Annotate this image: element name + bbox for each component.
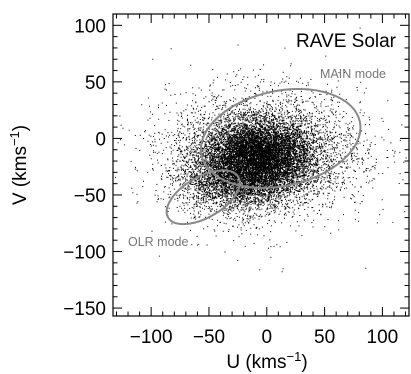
axis-ticks [113, 13, 409, 316]
y-axis-unit-exponent: −1 [7, 131, 22, 146]
x-tick-label: 0 [261, 327, 272, 348]
olr-mode-label: OLR mode [128, 235, 188, 249]
x-tick-label: 100 [367, 327, 399, 348]
x-tick-label: 50 [314, 327, 335, 348]
y-tick-label: −50 [74, 186, 106, 207]
x-axis-title-text: U (kms [226, 352, 286, 373]
x-tick-label: −50 [193, 327, 225, 348]
x-axis-title: U (kms−1) [226, 349, 307, 373]
mode-ellipses [165, 87, 362, 226]
x-axis-close-paren: ) [301, 352, 307, 373]
data-points [115, 27, 407, 273]
y-axis-title: V (kms−1) [7, 125, 31, 205]
point-cluster-0 [158, 84, 372, 221]
y-axis-title-text: V (kms [10, 146, 31, 205]
x-tick-label: −100 [130, 327, 173, 348]
x-axis-unit-exponent: −1 [287, 349, 302, 364]
olr-mode-ellipse [165, 169, 241, 226]
main-mode-label: MAIN mode [320, 67, 386, 81]
y-axis-close-paren: ) [10, 125, 31, 131]
point-cluster-2 [115, 27, 407, 248]
tick-labels: −100 −50 0 50 100 −150 −100 −50 0 50 100 [63, 16, 398, 348]
y-tick-label: 100 [74, 16, 106, 37]
y-tick-label: −100 [63, 243, 106, 264]
main-mode-ellipse [199, 87, 362, 189]
y-tick-label: −150 [63, 299, 106, 320]
chart-title: RAVE Solar [296, 31, 397, 52]
y-tick-label: 0 [95, 129, 106, 150]
y-tick-label: 50 [85, 73, 106, 94]
plot-frame [112, 13, 410, 317]
